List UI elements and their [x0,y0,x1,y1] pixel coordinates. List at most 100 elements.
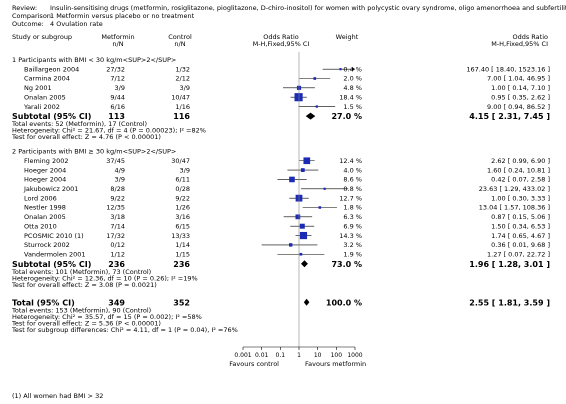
column-or-text: Odds Ratio [512,33,548,41]
study-weight-1-6: 6.3 % [343,213,362,221]
study-marker-1-8 [299,231,308,240]
study-weight-0-3: 18.4 % [339,93,362,101]
study-metformin-1-5: 12/35 [106,204,125,212]
study-metformin-1-3: 8/28 [110,185,125,193]
column-or-text-sub: M-H,Fixed,95% CI [491,40,548,48]
subtotal-label-1: Subtotal (95% CI) [12,260,91,269]
subtotal-metformin-1: 236 [108,260,125,269]
group-stat-0-0: Total events: 52 (Metformin), 17 (Contro… [11,120,147,128]
study-name-0-2: Ng 2001 [24,84,52,92]
footnote: (1) All women had BMI > 32 [12,392,103,400]
study-weight-1-3: 0.8 % [343,185,362,193]
study-ci-0-1: 7.00 [ 1.04, 46.95 ] [487,75,550,83]
study-ci-0-3: 0.95 [ 0.35, 2.62 ] [491,93,550,101]
subtotal-diamond-1 [301,260,308,268]
study-marker-1-6 [295,214,301,220]
total-label: Total (95% CI) [12,298,75,307]
study-control-1-1: 3/9 [180,166,190,174]
review-title: Insulin-sensitising drugs (metformin, ro… [50,4,566,12]
study-metformin-1-1: 4/9 [115,166,125,174]
study-weight-1-7: 6.9 % [343,222,362,230]
study-name-0-4: Yarali 2002 [23,103,60,111]
study-name-1-4: Lord 2006 [24,194,57,202]
column-or-plot-sub: M-H,Fixed,95% CI [253,40,310,48]
column-control: Control [168,33,192,41]
subtotal-weight-0: 27.0 % [331,112,362,121]
study-metformin-1-8: 17/32 [106,232,125,240]
study-control-1-4: 9/22 [175,194,190,202]
subtotal-diamond-0 [305,112,316,120]
study-metformin-1-10: 1/12 [110,250,125,258]
study-name-1-8: PCOSMIC 2010 (1) [24,232,84,240]
study-ci-0-2: 1.00 [ 0.14, 7.10 ] [491,84,550,92]
favours-right: Favours metformin [305,360,366,368]
subtotal-metformin-0: 113 [108,112,125,121]
study-control-0-2: 3/9 [180,84,190,92]
study-metformin-1-0: 37/45 [106,157,125,165]
study-name-1-7: Otta 2010 [24,222,57,230]
study-weight-1-0: 12.4 % [339,157,362,165]
subtotal-weight-1: 73.0 % [331,260,362,269]
comparison-text: 1 Metformin versus placebo or no treatme… [50,12,195,20]
study-control-1-0: 30/47 [171,157,190,165]
study-name-0-1: Carmina 2004 [24,75,70,83]
favours-left: Favours control [229,360,279,368]
study-control-1-8: 13/33 [171,232,190,240]
column-metformin: Metformin [101,33,134,41]
x-tick-label-4: 10 [314,352,322,359]
study-metformin-1-2: 3/9 [115,176,125,184]
subtotal-ci-1: 1.96 [ 1.28, 3.01 ] [469,260,550,269]
study-marker-1-2 [289,176,295,183]
study-ci-1-9: 0.36 [ 0.01, 9.68 ] [491,241,550,249]
study-metformin-1-7: 7/14 [110,222,125,230]
study-marker-0-3 [294,93,303,102]
column-metformin-sub: n/N [112,40,123,48]
study-ci-1-4: 1.00 [ 0.30, 3.33 ] [491,194,550,202]
study-marker-1-9 [289,243,293,247]
review-label: Review: [12,4,37,12]
study-weight-0-4: 1.5 % [343,103,362,111]
x-tick-label-1: 0.01 [255,352,269,359]
total-stat-3: Test for subgroup differences: Chi² = 4.… [11,326,238,334]
study-name-1-9: Sturrock 2002 [24,241,70,249]
study-metformin-0-0: 27/32 [106,65,125,73]
study-name-1-6: Onalan 2005 [24,213,66,221]
study-ci-1-10: 1.27 [ 0.07, 22.72 ] [487,250,550,258]
total-stat-1: Heterogeneity: Chi² = 35.57, df = 15 (P … [12,313,202,321]
study-marker-0-0 [339,68,342,71]
x-tick-label-6: 1000 [347,352,362,359]
study-name-1-2: Hoeger 2004 [24,176,66,184]
study-control-0-3: 10/47 [171,93,190,101]
total-stat-2: Test for overall effect: Z = 5.36 (P < 0… [11,319,161,327]
study-weight-1-1: 4.0 % [343,166,362,174]
group-stat-1-0: Total events: 101 (Metformin), 73 (Contr… [11,268,151,276]
x-tick-label-0: 0.001 [234,352,251,359]
study-ci-1-8: 1.74 [ 0.65, 4.67 ] [491,232,550,240]
study-control-1-7: 6/15 [175,222,190,230]
study-ci-1-6: 0.87 [ 0.15, 5.06 ] [491,213,550,221]
column-control-sub: n/N [174,40,185,48]
subtotal-ci-0: 4.15 [ 2.31, 7.45 ] [469,112,550,121]
outcome-label: Outcome: [12,20,44,28]
total-metformin: 349 [108,298,125,307]
total-diamond [303,298,310,306]
group-title-0: 1 Participants with BMI < 30 kg/m<SUP>2<… [12,56,176,64]
study-marker-1-3 [323,187,326,190]
study-name-1-5: Nestler 1998 [24,204,66,212]
study-ci-1-5: 13.04 [ 1.57, 108.36 ] [479,204,550,212]
study-weight-0-2: 4.8 % [343,84,362,92]
study-metformin-0-3: 9/44 [110,93,125,101]
study-control-1-9: 1/14 [175,241,190,249]
group-title-1: 2 Participants with BMI ≥ 30 kg/m<SUP>2<… [12,148,176,156]
study-ci-1-2: 0.42 [ 0.07, 2.58 ] [491,176,550,184]
study-metformin-1-4: 9/22 [110,194,125,202]
group-stat-1-2: Test for overall effect: Z = 3.08 (P = 0… [11,281,157,289]
study-weight-1-8: 14.3 % [339,232,362,240]
study-control-1-6: 3/16 [175,213,190,221]
study-ci-1-3: 23.63 [ 1.29, 433.02 ] [479,185,550,193]
study-name-1-0: Fleming 2002 [24,157,69,165]
study-control-1-3: 0/28 [175,185,190,193]
study-ci-1-7: 1.50 [ 0.34, 6.53 ] [491,222,550,230]
study-marker-1-7 [299,223,305,229]
